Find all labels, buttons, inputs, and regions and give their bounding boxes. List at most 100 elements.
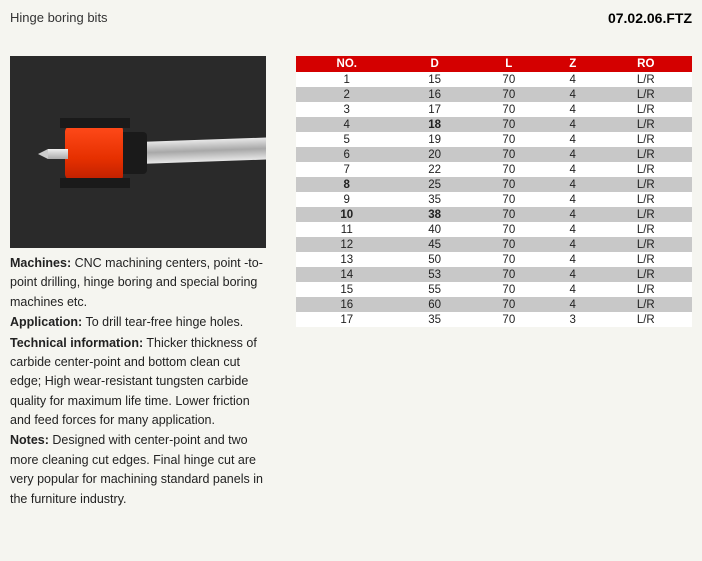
table-cell: 4 xyxy=(546,297,600,312)
left-column: Machines: CNC machining centers, point -… xyxy=(10,56,266,510)
table-cell: 70 xyxy=(472,222,546,237)
table-cell: 7 xyxy=(296,162,398,177)
table-cell: 22 xyxy=(398,162,472,177)
table-cell: 25 xyxy=(398,177,472,192)
header: Hinge boring bits 07.02.06.FTZ xyxy=(10,10,692,26)
table-cell: 10 xyxy=(296,207,398,222)
bit-tip xyxy=(48,149,68,159)
table-row: 317704L/R xyxy=(296,102,692,117)
table-cell: 14 xyxy=(296,267,398,282)
bit-body xyxy=(65,126,123,180)
table-cell: 70 xyxy=(472,72,546,87)
content: Machines: CNC machining centers, point -… xyxy=(10,56,692,510)
product-code: 07.02.06.FTZ xyxy=(608,10,692,26)
table-row: 1555704L/R xyxy=(296,282,692,297)
desc-machines: Machines: CNC machining centers, point -… xyxy=(10,254,266,312)
table-cell: 16 xyxy=(398,87,472,102)
table-cell: 70 xyxy=(472,267,546,282)
table-row: 620704L/R xyxy=(296,147,692,162)
desc-technical: Technical information: Thicker thickness… xyxy=(10,334,266,431)
table-cell: L/R xyxy=(600,102,692,117)
table-header-cell: RO xyxy=(600,56,692,72)
table-cell: L/R xyxy=(600,252,692,267)
table-cell: 4 xyxy=(546,147,600,162)
table-cell: L/R xyxy=(600,267,692,282)
table-header-cell: Z xyxy=(546,56,600,72)
table-cell: 11 xyxy=(296,222,398,237)
table-cell: L/R xyxy=(600,162,692,177)
bit-cutter-bottom xyxy=(60,178,130,188)
table-cell: 70 xyxy=(472,192,546,207)
table-cell: L/R xyxy=(600,87,692,102)
table-cell: 35 xyxy=(398,192,472,207)
bit-shank xyxy=(138,137,266,164)
application-label: Application: xyxy=(10,315,82,329)
table-cell: 16 xyxy=(296,297,398,312)
product-image xyxy=(10,56,266,248)
table-cell: 17 xyxy=(296,312,398,327)
table-cell: 45 xyxy=(398,237,472,252)
table-cell: 40 xyxy=(398,222,472,237)
table-header-row: NO.DLZRO xyxy=(296,56,692,72)
table-row: 1660704L/R xyxy=(296,297,692,312)
table-cell: 4 xyxy=(546,102,600,117)
table-cell: 1 xyxy=(296,72,398,87)
table-cell: 70 xyxy=(472,177,546,192)
table-cell: 60 xyxy=(398,297,472,312)
table-cell: 4 xyxy=(546,222,600,237)
notes-text: Designed with center-point and two more … xyxy=(10,433,263,505)
table-cell: 70 xyxy=(472,252,546,267)
table-cell: 4 xyxy=(546,252,600,267)
table-head: NO.DLZRO xyxy=(296,56,692,72)
table-cell: 17 xyxy=(398,102,472,117)
table-cell: 4 xyxy=(546,177,600,192)
table-cell: 18 xyxy=(398,117,472,132)
table-row: 1735703L/R xyxy=(296,312,692,327)
table-cell: L/R xyxy=(600,207,692,222)
table-cell: L/R xyxy=(600,192,692,207)
table-cell: 55 xyxy=(398,282,472,297)
description: Machines: CNC machining centers, point -… xyxy=(10,254,266,509)
table-cell: 4 xyxy=(546,72,600,87)
table-cell: 70 xyxy=(472,102,546,117)
table-header-cell: NO. xyxy=(296,56,398,72)
table-row: 935704L/R xyxy=(296,192,692,207)
table-cell: 9 xyxy=(296,192,398,207)
table-cell: 4 xyxy=(546,237,600,252)
table-cell: L/R xyxy=(600,117,692,132)
table-cell: 70 xyxy=(472,147,546,162)
table-cell: 3 xyxy=(546,312,600,327)
table-cell: 6 xyxy=(296,147,398,162)
table-cell: 50 xyxy=(398,252,472,267)
notes-label: Notes: xyxy=(10,433,49,447)
table-cell: 70 xyxy=(472,312,546,327)
desc-application: Application: To drill tear-free hinge ho… xyxy=(10,313,266,332)
table-cell: 70 xyxy=(472,237,546,252)
table-cell: 4 xyxy=(546,132,600,147)
spec-table: NO.DLZRO 115704L/R216704L/R317704L/R4187… xyxy=(296,56,692,327)
table-header-cell: D xyxy=(398,56,472,72)
table-row: 115704L/R xyxy=(296,72,692,87)
table-row: 418704L/R xyxy=(296,117,692,132)
table-cell: 8 xyxy=(296,177,398,192)
application-text: To drill tear-free hinge holes. xyxy=(82,315,243,329)
table-row: 825704L/R xyxy=(296,177,692,192)
table-row: 216704L/R xyxy=(296,87,692,102)
table-cell: 2 xyxy=(296,87,398,102)
bit-cutter-top xyxy=(60,118,130,128)
right-column: NO.DLZRO 115704L/R216704L/R317704L/R4187… xyxy=(296,56,692,510)
table-cell: L/R xyxy=(600,147,692,162)
table-cell: L/R xyxy=(600,222,692,237)
table-cell: 5 xyxy=(296,132,398,147)
table-row: 1140704L/R xyxy=(296,222,692,237)
table-cell: 13 xyxy=(296,252,398,267)
table-cell: 70 xyxy=(472,117,546,132)
table-row: 1453704L/R xyxy=(296,267,692,282)
table-cell: 35 xyxy=(398,312,472,327)
table-cell: L/R xyxy=(600,177,692,192)
table-cell: L/R xyxy=(600,72,692,87)
bit-tip-point xyxy=(38,149,48,159)
table-cell: 70 xyxy=(472,282,546,297)
table-row: 1350704L/R xyxy=(296,252,692,267)
table-cell: 4 xyxy=(546,87,600,102)
